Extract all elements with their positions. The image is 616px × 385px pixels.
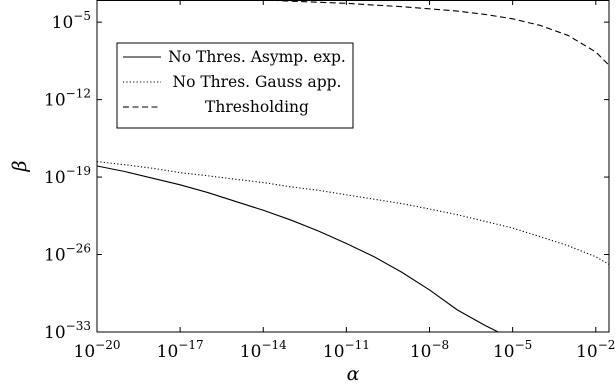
plot-frame [96, 0, 610, 333]
y-axis-label: β [9, 160, 31, 172]
legend: No Thres. Asymp. exp. No Thres. Gauss app… [116, 42, 354, 129]
legend-label-1: No Thres. Asymp. exp. [168, 48, 346, 66]
legend-label-3: Thresholding [205, 98, 309, 116]
y-tick-label: 10−5 [52, 9, 91, 33]
x-tick-label: 10−2 [576, 338, 615, 362]
x-tick-label: 10−17 [157, 338, 204, 362]
x-tick-label: 10−11 [323, 338, 370, 362]
y-tick-label: 10−19 [44, 164, 91, 188]
y-tick-label: 10−33 [44, 319, 91, 343]
series-line-2 [97, 161, 609, 265]
y-tick-label: 10−12 [44, 87, 91, 111]
plot-layer [97, 0, 609, 332]
legend-label-2: No Thres. Gauss app. [173, 73, 342, 91]
x-tick-label: 10−8 [410, 338, 449, 362]
series-line-1 [97, 165, 499, 332]
x-axis-label: α [347, 363, 360, 385]
series-line-3 [263, 0, 609, 66]
x-tick-label: 10−5 [493, 338, 532, 362]
x-tick-label: 10−20 [74, 338, 121, 362]
ticks-layer: 10−20 10−17 10−14 10−11 10−8 10−5 10−2 10−33 10−… [44, 0, 615, 362]
x-tick-label: 10−14 [240, 338, 287, 362]
y-tick-label: 10−26 [44, 242, 91, 266]
